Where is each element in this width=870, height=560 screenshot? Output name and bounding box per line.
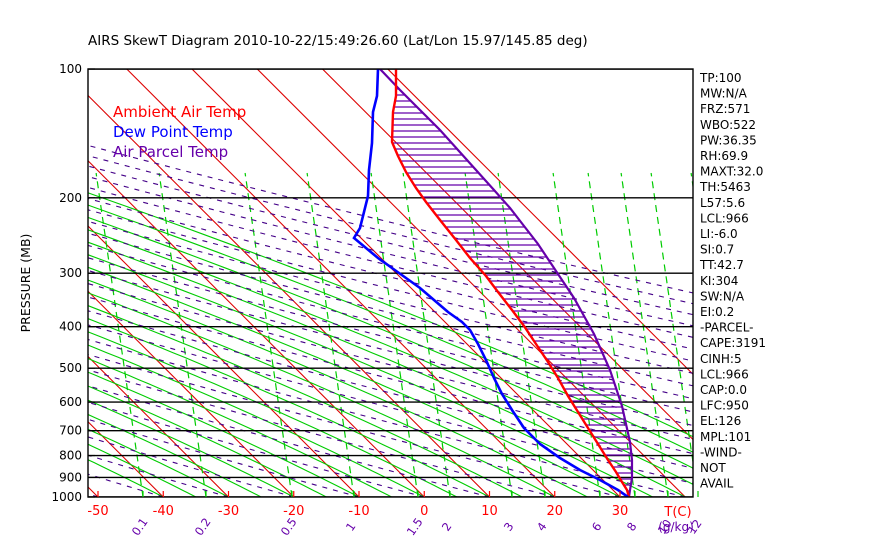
- stat-item: MPL:101: [700, 430, 751, 444]
- stat-item: TP:100: [699, 71, 742, 85]
- stat-item: -WIND-: [700, 445, 742, 459]
- mixing-ratio-axis-label: (g/kg): [658, 520, 694, 534]
- stat-item: CAP:0.0: [700, 383, 747, 397]
- pressure-tick-700: 700: [59, 424, 82, 438]
- stat-item: -PARCEL-: [700, 321, 754, 335]
- cape-shaded-region: [392, 88, 632, 492]
- pressure-tick-1000: 1000: [51, 490, 82, 504]
- mixing-ratio-tick-10: 10: [655, 517, 675, 537]
- stat-item: LCL:966: [700, 211, 749, 225]
- stat-item: WBO:522: [700, 118, 756, 132]
- stat-item: MAXT:32.0: [700, 165, 763, 179]
- bottom-temp-tick-0: 0: [420, 504, 428, 519]
- stat-item: AVAIL: [700, 477, 734, 491]
- legend-ambient-air-temp: Ambient Air Temp: [113, 103, 246, 121]
- bottom-temp-tick--40: -40: [153, 504, 174, 519]
- stat-item: KI:304: [700, 274, 738, 288]
- stat-item: CAPE:3191: [700, 336, 766, 350]
- pressure-tick-600: 600: [59, 395, 82, 409]
- stat-item: L57:5.6: [700, 196, 745, 210]
- bottom-temp-tick-10: 10: [481, 504, 498, 519]
- pressure-tick-900: 900: [59, 470, 82, 484]
- stat-item: TH:5463: [699, 180, 751, 194]
- stat-item: SW:N/A: [700, 289, 745, 303]
- stat-item: EI:0.2: [700, 305, 734, 319]
- sounding-curves: [352, 69, 634, 497]
- pressure-tick-100: 100: [59, 62, 82, 76]
- pressure-tick-200: 200: [59, 191, 82, 205]
- stat-item: MW:N/A: [700, 87, 748, 101]
- pressure-axis-ticks: 100 200 300 400 500 600 700 800 900 1000: [51, 62, 95, 504]
- mixing-ratio-tick-12: 12: [685, 517, 705, 537]
- stat-item: SI:0.7: [700, 243, 734, 257]
- stat-item: LCL:966: [700, 367, 749, 381]
- legend-air-parcel-temp: Air Parcel Temp: [113, 143, 228, 161]
- moist-adiabat-lines: [88, 192, 693, 497]
- pressure-tick-500: 500: [59, 361, 82, 375]
- isotherm-lines: [88, 69, 693, 497]
- plot-frame: [87, 68, 694, 498]
- y-axis-label: PRESSURE (MB): [18, 234, 33, 333]
- bottom-temp-tick--30: -30: [218, 504, 239, 519]
- stat-item: LFC:950: [700, 399, 749, 413]
- stat-item: FRZ:571: [700, 102, 750, 116]
- stat-item: TT:42.7: [699, 258, 744, 272]
- bottom-temp-tick--10: -10: [348, 504, 369, 519]
- stat-item: PW:36.35: [700, 133, 757, 147]
- bottom-temp-tick-20: 20: [546, 504, 563, 519]
- bottom-temperature-ticks: -50 -40 -30 -20 -10 0 10 20 30: [87, 491, 628, 519]
- pressure-tick-400: 400: [59, 320, 82, 334]
- pressure-tick-300: 300: [59, 266, 82, 280]
- bottom-temp-tick--20: -20: [283, 504, 304, 519]
- pressure-tick-800: 800: [59, 449, 82, 463]
- stat-item: LI:-6.0: [700, 227, 738, 241]
- stat-item: CINH:5: [700, 352, 742, 366]
- stat-item: RH:69.9: [700, 149, 748, 163]
- bottom-temp-tick--50: -50: [87, 504, 108, 519]
- page-title: AIRS SkewT Diagram 2010-10-22/15:49:26.6…: [88, 33, 588, 49]
- stat-item: EL:126: [700, 414, 741, 428]
- stat-item: NOT: [700, 461, 726, 475]
- legend-dew-point-temp: Dew Point Temp: [113, 123, 233, 141]
- bottom-temp-tick-30: 30: [612, 504, 629, 519]
- x-axis-label: T(C): [663, 505, 691, 520]
